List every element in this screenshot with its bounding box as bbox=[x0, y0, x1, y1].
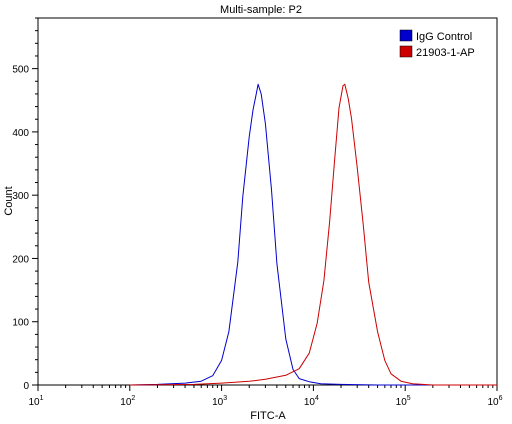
y-tick-label: 0 bbox=[23, 381, 29, 392]
legend-swatch bbox=[399, 29, 413, 42]
y-tick-label: 500 bbox=[12, 65, 29, 76]
legend-swatch bbox=[399, 45, 413, 58]
y-tick-label: 200 bbox=[12, 254, 29, 265]
series-line-2 bbox=[129, 83, 497, 386]
chart-title: Multi-sample: P2 bbox=[220, 4, 302, 16]
plot-area bbox=[37, 17, 498, 386]
x-tick-label: 105 bbox=[396, 395, 411, 408]
series-layer bbox=[129, 83, 497, 386]
x-axis-label: FITC-A bbox=[250, 410, 286, 422]
y-axis-label: Count bbox=[3, 186, 15, 215]
y-tick-label: 300 bbox=[12, 191, 29, 202]
legend-label: 21903-1-AP bbox=[416, 47, 475, 59]
series-line-1 bbox=[129, 83, 497, 386]
x-tick-label: 103 bbox=[212, 395, 227, 408]
x-tick-label: 102 bbox=[120, 395, 135, 408]
x-axis: 101 102 103 104 105 106 bbox=[28, 385, 503, 408]
legend-label: IgG Control bbox=[416, 31, 472, 43]
x-tick-label: 101 bbox=[28, 395, 43, 408]
y-tick-label: 400 bbox=[12, 128, 29, 139]
x-tick-label: 106 bbox=[487, 395, 502, 408]
y-axis: 0 100 200 300 400 500 bbox=[12, 17, 38, 392]
legend: IgG Control 21903-1-AP bbox=[399, 29, 475, 59]
y-tick-label: 100 bbox=[12, 318, 29, 329]
x-tick-label: 104 bbox=[304, 395, 319, 408]
